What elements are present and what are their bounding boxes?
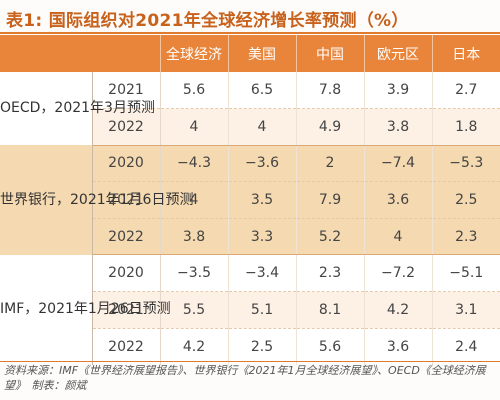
year-cell: 2021 [92, 181, 161, 219]
value-cell: 3.8 [159, 218, 228, 256]
year-cell: 2021 [92, 291, 161, 329]
value-cell: 5.6 [295, 328, 364, 365]
value-cell: 2.5 [431, 181, 500, 219]
year-cell: 2021 [92, 72, 161, 110]
org-label-imf: IMF，2021年1月26日预测 [0, 254, 171, 365]
org-label-oecd: OECD，2021年3月预测 [0, 72, 155, 146]
year-cell: 2022 [92, 328, 161, 365]
title-divider [0, 32, 500, 34]
value-cell: −4.3 [159, 145, 228, 183]
year-cell: 2022 [92, 218, 161, 256]
table-row: 世界银行，2021年1月6日预测 2020 −4.3 −3.6 2 −7.4 −… [0, 145, 500, 255]
source-divider [0, 361, 500, 362]
value-cell: 3.5 [227, 181, 296, 219]
value-cell: 4 [159, 181, 228, 219]
value-cell: 3.6 [363, 181, 432, 219]
value-cell: 6.5 [227, 72, 296, 110]
source-note: 资料来源：IMF《世界经济展望报告》、世界银行《2021年1月全球经济展望》、O… [4, 364, 486, 392]
column-header: 全球经济 [159, 35, 228, 72]
table-row: 2021 5.5 5.1 8.1 4.2 3.1 [0, 291, 500, 329]
value-cell: 3.3 [227, 218, 296, 256]
value-cell: 5.5 [159, 291, 228, 329]
value-cell: −7.4 [363, 145, 432, 183]
table-row: 2022 4.2 2.5 5.6 3.6 2.4 [0, 328, 500, 365]
value-cell: 5.2 [295, 218, 364, 256]
column-header: 日本 [431, 35, 500, 72]
forecast-table: 全球经济 美国 中国 欧元区 日本 OECD，2021年3月预测 2021 5.… [0, 35, 500, 365]
org-label-world-bank: 世界银行，2021年1月6日预测 [0, 145, 193, 255]
table-row: OECD，2021年3月预测 2021 5.6 6.5 7.8 3.9 2.7 [0, 72, 500, 146]
value-cell: 3.8 [363, 108, 432, 146]
table-row: IMF，2021年1月26日预测 2020 −3.5 −3.4 2.3 −7.2… [0, 254, 500, 365]
table-header-row: 全球经济 美国 中国 欧元区 日本 [0, 35, 500, 72]
value-cell: −5.3 [431, 145, 500, 183]
value-cell: 2.7 [431, 72, 500, 110]
value-cell: 2.5 [227, 328, 296, 365]
year-cell: 2022 [92, 108, 161, 146]
value-cell: 3.1 [431, 291, 500, 329]
value-cell: 5.6 [159, 72, 228, 110]
value-cell: 1.8 [431, 108, 500, 146]
value-cell: 3.9 [363, 72, 432, 110]
value-cell: 8.1 [295, 291, 364, 329]
value-cell: −5.1 [431, 254, 500, 293]
value-cell: 4 [159, 108, 228, 146]
value-cell: 2.4 [431, 328, 500, 365]
column-header: 美国 [227, 35, 296, 72]
value-cell: 4.2 [363, 291, 432, 329]
value-cell: −7.2 [363, 254, 432, 293]
value-cell: 2.3 [431, 218, 500, 256]
year-cell: 2020 [92, 145, 161, 183]
value-cell: 4 [363, 218, 432, 256]
table-row: 2022 4 4 4.9 3.8 1.8 [0, 108, 500, 146]
column-header: 欧元区 [363, 35, 432, 72]
value-cell: −3.4 [227, 254, 296, 293]
value-cell: 5.1 [227, 291, 296, 329]
value-cell: 4 [227, 108, 296, 146]
value-cell: −3.6 [227, 145, 296, 183]
table-row: 2021 4 3.5 7.9 3.6 2.5 [0, 181, 500, 219]
header-corner [0, 35, 160, 72]
value-cell: −3.5 [159, 254, 228, 293]
value-cell: 4.9 [295, 108, 364, 146]
value-cell: 2.3 [295, 254, 364, 293]
table-row: 2022 3.8 3.3 5.2 4 2.3 [0, 218, 500, 256]
column-header: 中国 [295, 35, 364, 72]
value-cell: 7.8 [295, 72, 364, 110]
value-cell: 3.6 [363, 328, 432, 365]
value-cell: 2 [295, 145, 364, 183]
value-cell: 7.9 [295, 181, 364, 219]
table-title: 表1: 国际组织对2021年全球经济增长率预测（%） [6, 11, 409, 31]
value-cell: 4.2 [159, 328, 228, 365]
year-cell: 2020 [92, 254, 161, 293]
